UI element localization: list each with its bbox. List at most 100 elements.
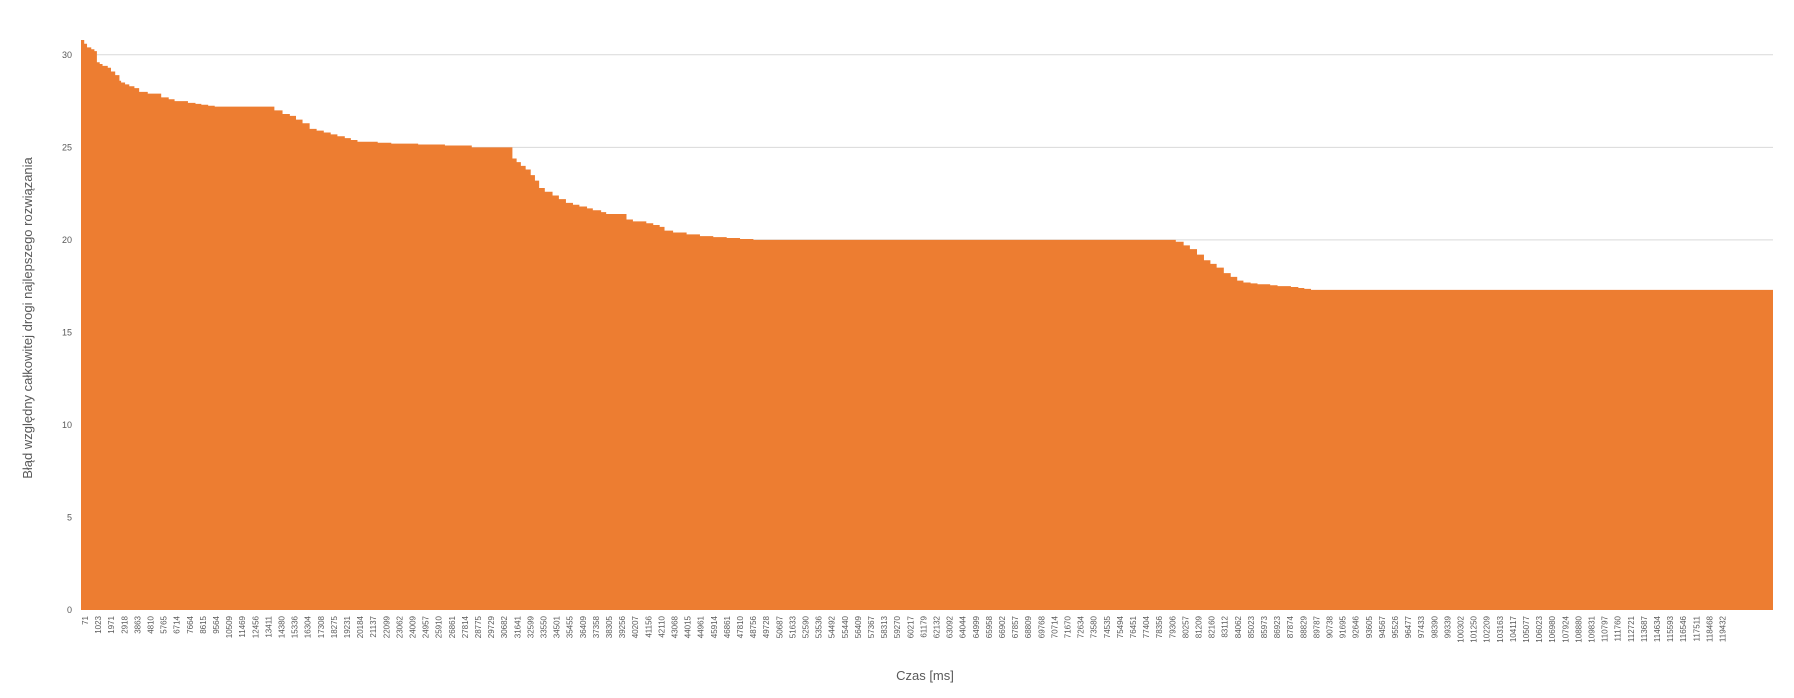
x-tick-label: 44961	[697, 615, 706, 638]
x-tick-label: 74535	[1103, 615, 1112, 638]
x-tick-label: 100302	[1457, 615, 1466, 642]
x-tick-label: 98390	[1430, 615, 1439, 638]
x-tick-label: 51633	[788, 615, 797, 638]
x-tick-label: 82160	[1208, 615, 1217, 638]
x-tick-label: 87874	[1286, 615, 1295, 638]
x-tick-label: 85023	[1247, 615, 1256, 638]
x-tick-label: 53536	[815, 615, 824, 638]
x-tick-label: 90738	[1326, 615, 1335, 638]
x-tick-label: 11469	[238, 615, 247, 637]
x-tick-label: 19231	[343, 615, 352, 638]
x-tick-label: 99339	[1443, 615, 1452, 638]
x-tick-label: 46861	[723, 615, 732, 638]
x-tick-label: 56409	[854, 615, 863, 638]
x-tick-label: 105077	[1522, 615, 1531, 642]
x-tick-label: 57367	[867, 615, 876, 638]
x-tick-label: 29729	[487, 615, 496, 638]
x-tick-label: 106023	[1535, 615, 1544, 642]
x-tick-label: 85973	[1260, 615, 1269, 638]
x-tick-label: 88829	[1299, 615, 1308, 638]
x-tick-label: 93605	[1365, 615, 1374, 638]
x-tick-label: 64044	[959, 615, 968, 638]
y-tick-label: 20	[62, 235, 72, 245]
x-tick-label: 64999	[972, 615, 981, 638]
x-tick-label: 13411	[264, 615, 273, 637]
x-tick-label: 70714	[1050, 615, 1059, 638]
x-tick-label: 45914	[710, 615, 719, 638]
x-tick-label: 77404	[1142, 615, 1151, 638]
x-tick-label: 66902	[998, 615, 1007, 638]
x-tick-label: 68809	[1024, 615, 1033, 638]
x-tick-label: 83112	[1221, 615, 1230, 637]
x-tick-label: 22099	[382, 615, 391, 638]
x-tick-label: 76451	[1129, 615, 1138, 638]
y-axis: 0 5 10 15 20 25 30	[62, 50, 72, 615]
y-tick-label: 25	[62, 142, 72, 152]
x-tick-label: 15336	[291, 615, 300, 638]
x-tick-label: 35455	[566, 615, 575, 638]
x-tick-label: 110797	[1601, 615, 1610, 642]
x-tick-label: 106980	[1548, 615, 1557, 642]
x-tick-label: 71	[81, 615, 90, 624]
x-tick-label: 81209	[1195, 615, 1204, 638]
y-tick-label: 30	[62, 50, 72, 60]
x-tick-label: 6714	[173, 615, 182, 633]
x-tick-label: 58313	[880, 615, 889, 638]
x-tick-label: 26861	[448, 615, 457, 638]
y-tick-label: 10	[62, 420, 72, 430]
x-tick-label: 104117	[1509, 615, 1518, 642]
x-tick-label: 80257	[1181, 615, 1190, 638]
x-tick-label: 108880	[1574, 615, 1583, 642]
x-tick-label: 41156	[644, 615, 653, 637]
x-tick-label: 113687	[1640, 615, 1649, 642]
x-tick-label: 117511	[1692, 615, 1701, 641]
x-tick-label: 17308	[317, 615, 326, 638]
y-tick-label: 15	[62, 327, 72, 337]
x-tick-label: 34501	[553, 615, 562, 638]
x-tick-label: 4810	[147, 615, 156, 633]
x-tick-label: 114634	[1653, 615, 1662, 642]
x-tick-label: 8615	[199, 615, 208, 633]
x-tick-label: 55440	[841, 615, 850, 638]
x-tick-label: 48756	[749, 615, 758, 638]
x-tick-label: 91695	[1339, 615, 1348, 638]
x-tick-label: 39256	[618, 615, 627, 638]
x-tick-label: 78356	[1155, 615, 1164, 638]
x-tick-label: 27814	[461, 615, 470, 638]
y-tick-label: 0	[67, 605, 72, 615]
x-tick-label: 1023	[94, 615, 103, 633]
x-tick-label: 52590	[802, 615, 811, 638]
x-tick-label: 59270	[893, 615, 902, 638]
x-tick-label: 54492	[828, 615, 837, 638]
x-axis-title: Czas [ms]	[896, 668, 954, 683]
x-tick-label: 95526	[1391, 615, 1400, 638]
x-tick-label: 42110	[657, 615, 666, 637]
x-tick-label: 116546	[1679, 615, 1688, 642]
x-tick-label: 111760	[1614, 615, 1623, 641]
x-tick-label: 12456	[251, 615, 260, 638]
x-tick-label: 79306	[1168, 615, 1177, 638]
x-tick-label: 9564	[212, 615, 221, 633]
x-tick-label: 50687	[775, 615, 784, 638]
x-tick-label: 28775	[474, 615, 483, 638]
x-tick-label: 33550	[540, 615, 549, 638]
x-tick-label: 115593	[1666, 615, 1675, 642]
x-tick-label: 97433	[1417, 615, 1426, 638]
x-tick-label: 69768	[1037, 615, 1046, 638]
x-tick-label: 3863	[133, 615, 142, 633]
x-tick-label: 10509	[225, 615, 234, 638]
x-tick-label: 73580	[1090, 615, 1099, 638]
x-tick-label: 84062	[1234, 615, 1243, 638]
x-tick-label: 101250	[1470, 615, 1479, 642]
x-tick-label: 96477	[1404, 615, 1413, 638]
y-tick-label: 5	[67, 512, 72, 522]
x-tick-label: 21137	[369, 615, 378, 637]
x-tick-label: 18275	[330, 615, 339, 638]
x-tick-label: 1971	[107, 615, 116, 633]
x-tick-label: 2918	[120, 615, 129, 633]
x-tick-label: 62132	[933, 615, 942, 638]
x-tick-label: 89787	[1312, 615, 1321, 638]
x-tick-label: 7664	[186, 615, 195, 633]
x-tick-label: 119432	[1719, 615, 1728, 642]
x-tick-label: 24957	[422, 615, 431, 638]
